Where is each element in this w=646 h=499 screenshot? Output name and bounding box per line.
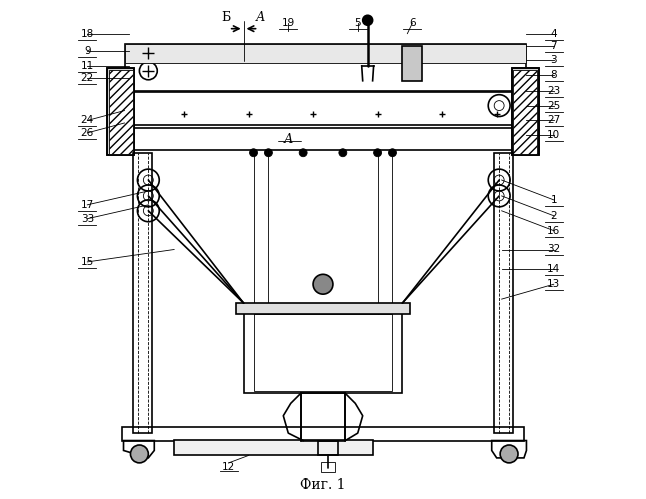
Text: 26: 26 xyxy=(81,128,94,138)
Text: А: А xyxy=(256,10,266,24)
Text: 18: 18 xyxy=(81,28,94,38)
Text: 2: 2 xyxy=(550,211,557,221)
Bar xyxy=(107,68,134,155)
Polygon shape xyxy=(123,441,154,458)
Text: 17: 17 xyxy=(81,200,94,210)
Text: 8: 8 xyxy=(550,70,557,80)
Bar xyxy=(107,68,134,155)
Text: 23: 23 xyxy=(547,86,560,96)
Bar xyxy=(125,92,526,125)
Bar xyxy=(125,43,526,91)
Circle shape xyxy=(373,149,382,157)
Text: 9: 9 xyxy=(84,46,90,56)
Text: 4: 4 xyxy=(550,28,557,38)
Text: 22: 22 xyxy=(81,73,94,83)
Text: 12: 12 xyxy=(222,462,235,472)
Bar xyxy=(244,311,402,393)
Text: 11: 11 xyxy=(81,61,94,71)
Bar xyxy=(512,68,539,155)
Text: 7: 7 xyxy=(550,41,557,51)
Text: 5: 5 xyxy=(355,18,361,28)
Text: 6: 6 xyxy=(409,18,415,28)
Text: А: А xyxy=(284,133,293,146)
Bar xyxy=(318,441,338,456)
Text: 33: 33 xyxy=(81,214,94,224)
Bar xyxy=(236,303,410,314)
Text: 14: 14 xyxy=(547,264,560,274)
Text: 16: 16 xyxy=(547,226,560,236)
Text: 3: 3 xyxy=(550,55,557,65)
Circle shape xyxy=(299,149,307,157)
Bar xyxy=(300,393,346,441)
Bar xyxy=(125,128,526,150)
Text: 19: 19 xyxy=(282,18,295,28)
Bar xyxy=(134,153,152,433)
Bar xyxy=(513,70,537,154)
Bar xyxy=(109,70,133,154)
Text: 24: 24 xyxy=(81,115,94,125)
Bar xyxy=(494,153,513,433)
Text: 1: 1 xyxy=(550,195,557,205)
Circle shape xyxy=(362,15,373,25)
Bar xyxy=(402,46,422,81)
Text: 10: 10 xyxy=(547,130,560,140)
Circle shape xyxy=(313,274,333,294)
Bar xyxy=(253,314,393,391)
Text: Б: Б xyxy=(222,10,231,24)
Circle shape xyxy=(130,445,149,463)
Text: 27: 27 xyxy=(547,115,560,125)
Bar xyxy=(512,68,539,155)
Text: 32: 32 xyxy=(547,245,560,254)
Circle shape xyxy=(500,445,518,463)
Text: 13: 13 xyxy=(547,279,560,289)
Circle shape xyxy=(249,149,258,157)
Bar xyxy=(125,43,526,63)
Circle shape xyxy=(264,149,273,157)
Text: 25: 25 xyxy=(547,101,560,111)
Bar xyxy=(320,462,335,472)
Text: 15: 15 xyxy=(81,257,94,267)
Bar xyxy=(122,427,524,441)
Text: Фиг. 1: Фиг. 1 xyxy=(300,478,346,492)
Polygon shape xyxy=(492,441,526,458)
Circle shape xyxy=(388,149,397,157)
Circle shape xyxy=(339,149,347,157)
Bar xyxy=(174,440,373,456)
